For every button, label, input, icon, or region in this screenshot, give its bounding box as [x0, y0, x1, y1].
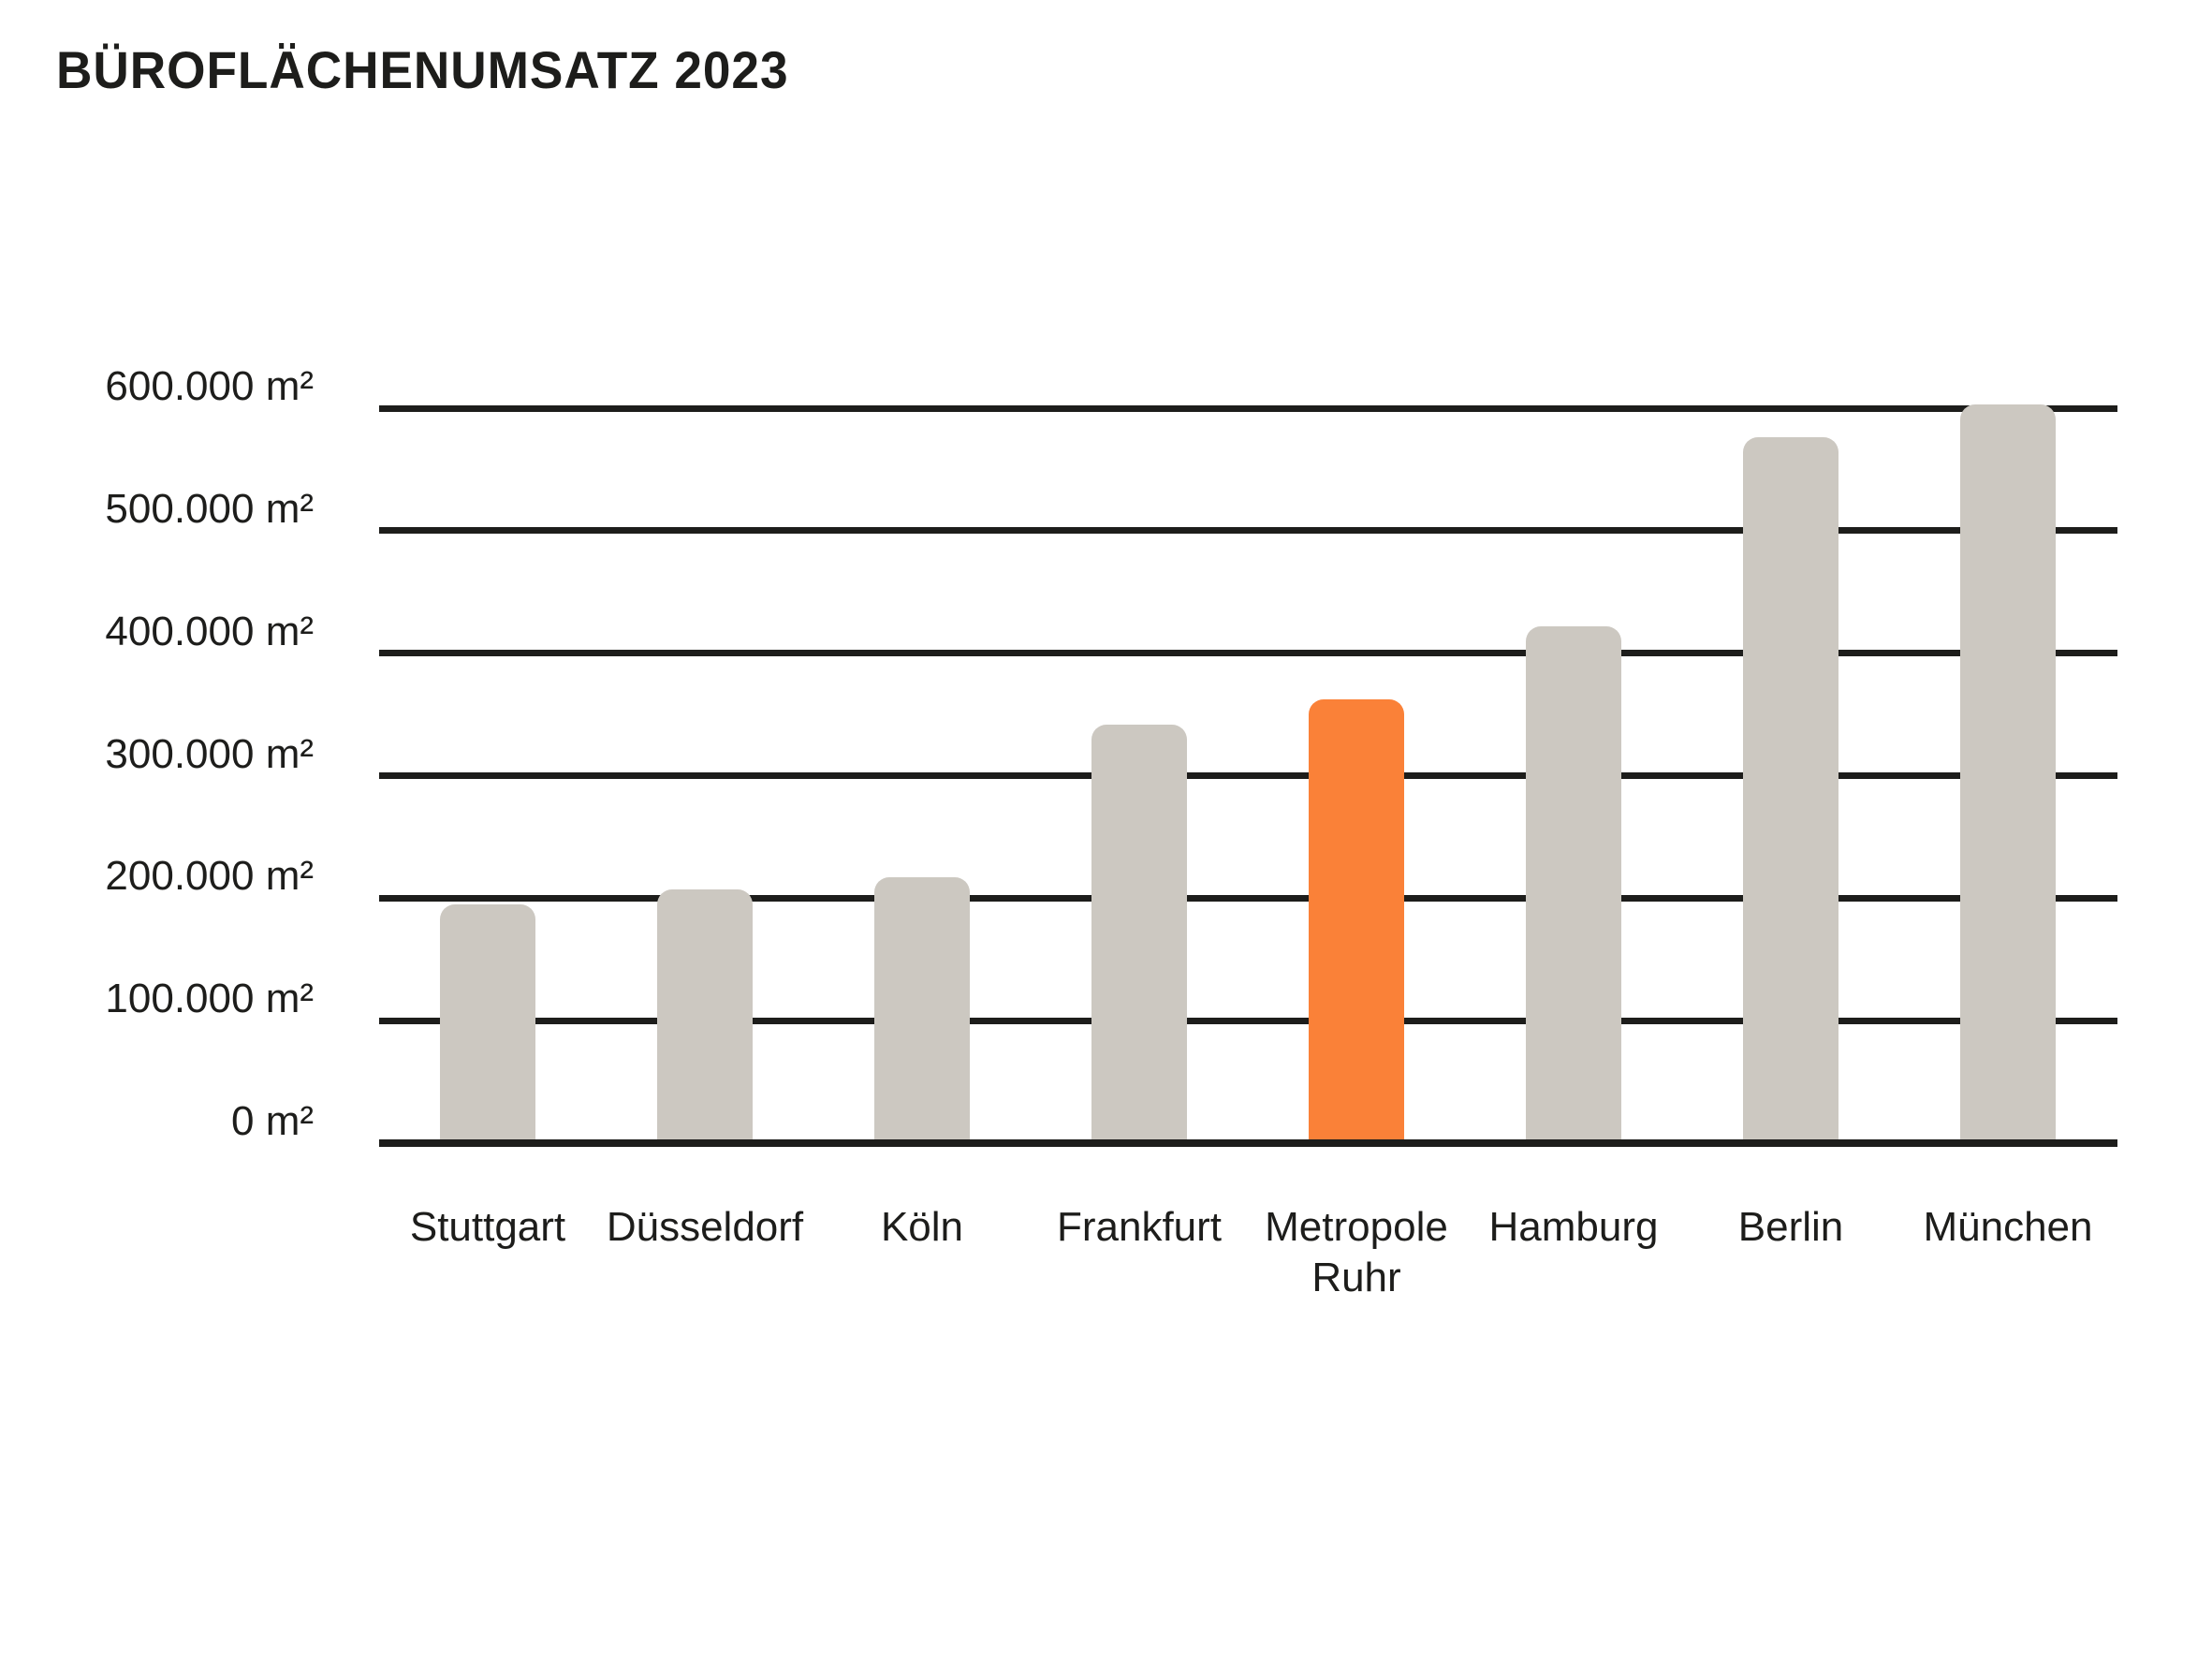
y-tick-label-100000: 100.000 m²	[105, 976, 314, 1022]
x-tick-label-stuttgart: Stuttgart	[409, 1204, 566, 1250]
y-tick-label-200000: 200.000 m²	[105, 853, 314, 900]
bar-metropole-ruhr	[1309, 699, 1404, 1147]
gridline-100000	[379, 1017, 2117, 1024]
gridline-200000	[379, 894, 2117, 902]
y-tick-label-300000: 300.000 m²	[105, 730, 314, 777]
gridline-300000	[379, 772, 2117, 779]
x-tick-label-muenchen: München	[1923, 1204, 2093, 1250]
bar-berlin	[1743, 437, 1838, 1147]
x-tick-label-metropole-ruhr: Metropole Ruhr	[1265, 1204, 1448, 1300]
y-tick-label-500000: 500.000 m²	[105, 485, 314, 532]
x-tick-label-hamburg: Hamburg	[1488, 1204, 1659, 1250]
x-tick-label-duesseldorf: Düsseldorf	[606, 1204, 804, 1250]
x-tick-label-berlin: Berlin	[1737, 1204, 1844, 1250]
gridline-400000	[379, 650, 2117, 657]
chart-title: BÜROFLÄCHENUMSATZ 2023	[56, 40, 789, 99]
gridline-500000	[379, 527, 2117, 535]
x-axis-line	[379, 1139, 2117, 1147]
x-tick-label-koeln: Köln	[880, 1204, 964, 1250]
x-tick-label-frankfurt: Frankfurt	[1056, 1204, 1223, 1250]
y-tick-label-600000: 600.000 m²	[105, 363, 314, 409]
bar-muenchen	[1960, 404, 2056, 1147]
bar-duesseldorf	[657, 889, 753, 1147]
bar-frankfurt	[1091, 724, 1187, 1147]
y-tick-label-0: 0 m²	[231, 1098, 314, 1144]
bar-stuttgart	[440, 903, 535, 1147]
bar-hamburg	[1526, 625, 1621, 1147]
y-tick-label-400000: 400.000 m²	[105, 608, 314, 654]
bar-koeln	[874, 877, 970, 1147]
gridline-600000	[379, 404, 2117, 412]
